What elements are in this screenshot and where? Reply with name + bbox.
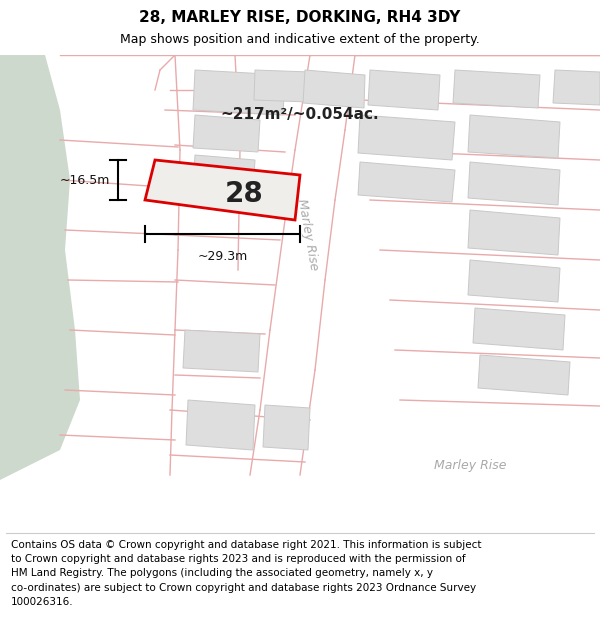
Polygon shape xyxy=(368,70,440,110)
Text: ~16.5m: ~16.5m xyxy=(59,174,110,186)
Polygon shape xyxy=(468,162,560,205)
Polygon shape xyxy=(254,70,310,102)
Polygon shape xyxy=(468,260,560,302)
Polygon shape xyxy=(186,400,255,450)
Polygon shape xyxy=(358,115,455,160)
Polygon shape xyxy=(468,210,560,255)
Polygon shape xyxy=(553,70,600,105)
Polygon shape xyxy=(183,330,260,372)
Text: Marley Rise: Marley Rise xyxy=(434,459,506,471)
Polygon shape xyxy=(468,115,560,158)
Text: Map shows position and indicative extent of the property.: Map shows position and indicative extent… xyxy=(120,33,480,46)
Polygon shape xyxy=(358,162,455,202)
Text: Contains OS data © Crown copyright and database right 2021. This information is : Contains OS data © Crown copyright and d… xyxy=(11,539,481,607)
Text: Marley Rise: Marley Rise xyxy=(295,198,320,272)
Text: ~217m²/~0.054ac.: ~217m²/~0.054ac. xyxy=(221,107,379,122)
Polygon shape xyxy=(145,160,300,220)
Polygon shape xyxy=(193,155,255,190)
Polygon shape xyxy=(478,355,570,395)
Text: 28, MARLEY RISE, DORKING, RH4 3DY: 28, MARLEY RISE, DORKING, RH4 3DY xyxy=(139,10,461,25)
Polygon shape xyxy=(0,55,80,480)
Polygon shape xyxy=(193,70,285,115)
Polygon shape xyxy=(303,70,365,108)
Polygon shape xyxy=(193,115,260,152)
Polygon shape xyxy=(453,70,540,108)
Polygon shape xyxy=(473,308,565,350)
Polygon shape xyxy=(263,405,310,450)
Text: 28: 28 xyxy=(224,180,263,208)
Text: ~29.3m: ~29.3m xyxy=(197,250,248,263)
